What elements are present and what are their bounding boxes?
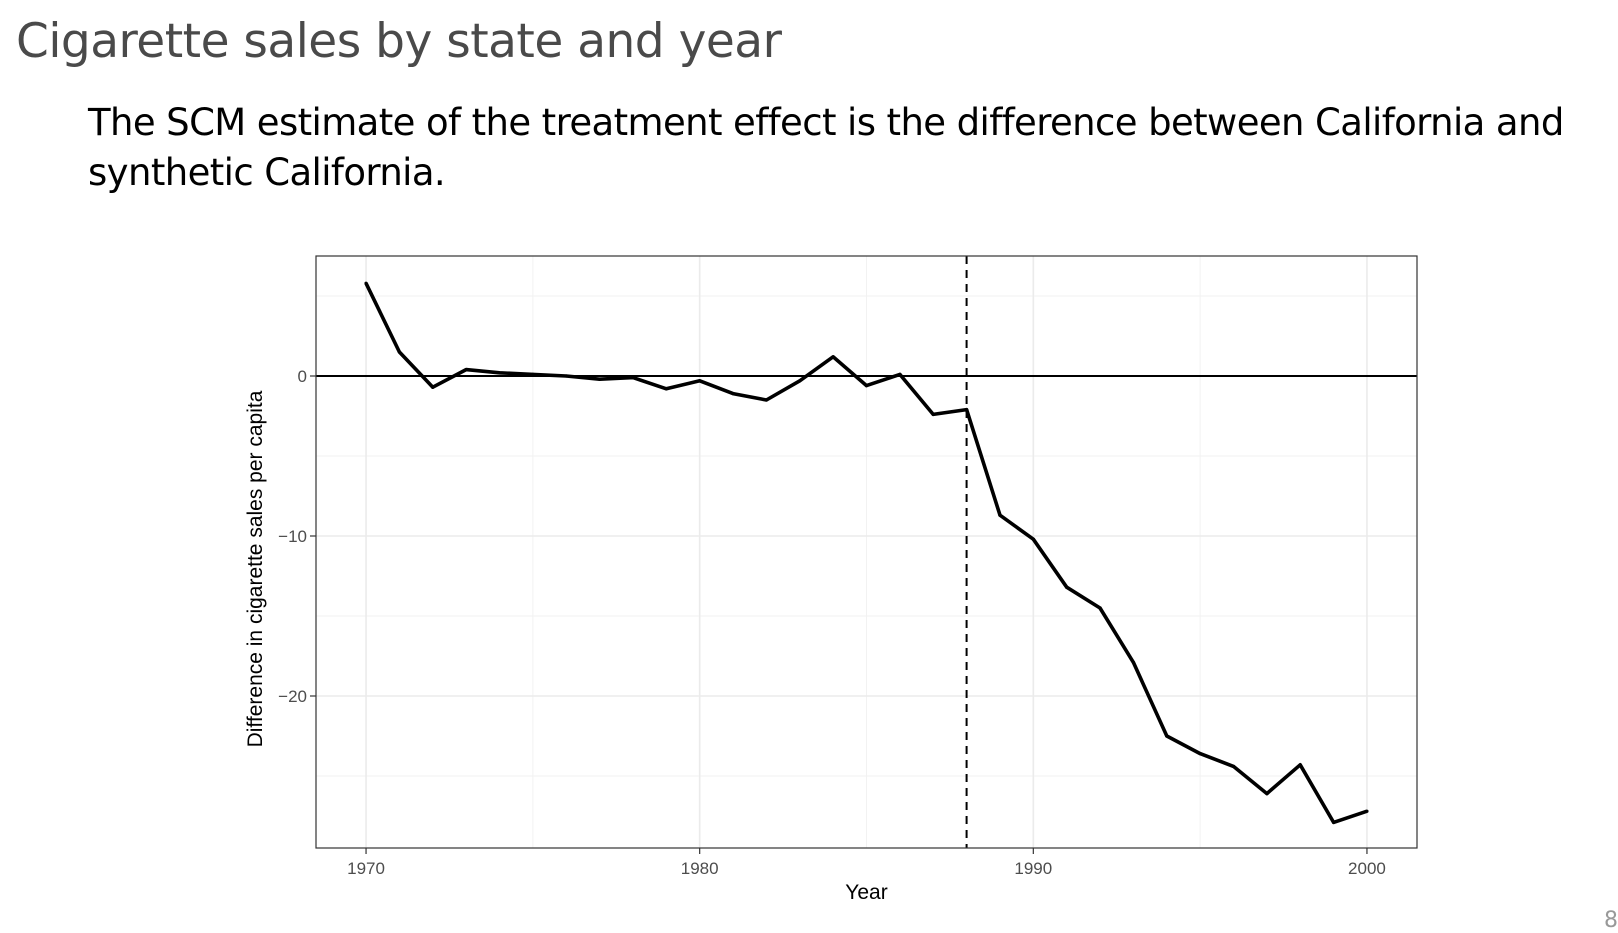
data-point <box>1198 752 1202 756</box>
y-tick-label: −10 <box>278 527 307 546</box>
data-point <box>931 412 935 416</box>
data-point <box>1365 809 1369 813</box>
data-point <box>698 379 702 383</box>
plot-panel-border <box>315 255 1418 849</box>
data-point <box>1265 792 1269 796</box>
data-point <box>631 376 635 380</box>
data-point <box>1065 585 1069 589</box>
data-point <box>664 387 668 391</box>
data-point <box>964 408 969 412</box>
data-point <box>898 372 902 376</box>
minor-gridlines <box>316 256 1417 848</box>
data-point <box>464 368 468 372</box>
data-point <box>1165 734 1169 738</box>
data-point <box>798 379 802 383</box>
data-point <box>1131 660 1136 665</box>
x-tick-label: 1980 <box>681 859 719 878</box>
data-point <box>564 374 568 378</box>
y-tick-label: −20 <box>278 687 307 706</box>
data-point <box>497 371 502 375</box>
data-point <box>1231 764 1236 769</box>
data-point <box>397 350 402 354</box>
data-point <box>531 372 535 376</box>
data-point <box>431 385 435 389</box>
slide-body-text: The SCM estimate of the treatment effect… <box>88 101 1564 194</box>
x-tick-label: 1990 <box>1014 859 1052 878</box>
data-point <box>1098 606 1102 610</box>
x-axis-label: Year <box>845 881 887 904</box>
y-axis-label: Difference in cigarette sales per capita <box>244 390 267 747</box>
x-tick-label: 1970 <box>347 859 385 878</box>
data-point <box>1298 763 1302 767</box>
reference-lines <box>316 256 1417 848</box>
data-point <box>597 377 602 381</box>
data-point <box>864 384 869 388</box>
data-point <box>764 398 769 402</box>
x-axis-ticks: 1970 1980 1990 2000 <box>347 848 1386 878</box>
series-layer <box>364 281 1369 825</box>
data-point <box>364 281 368 285</box>
y-axis-ticks: 0 −10 −20 <box>278 367 316 706</box>
data-point <box>998 513 1002 517</box>
data-point <box>831 355 835 359</box>
slide-title: Cigarette sales by state and year <box>16 14 782 69</box>
y-tick-label: 0 <box>298 367 307 386</box>
x-tick-label: 2000 <box>1348 859 1386 878</box>
data-point <box>1331 820 1336 825</box>
data-point <box>731 392 735 396</box>
data-point <box>1031 537 1035 541</box>
page-number: 8 <box>1604 908 1618 933</box>
